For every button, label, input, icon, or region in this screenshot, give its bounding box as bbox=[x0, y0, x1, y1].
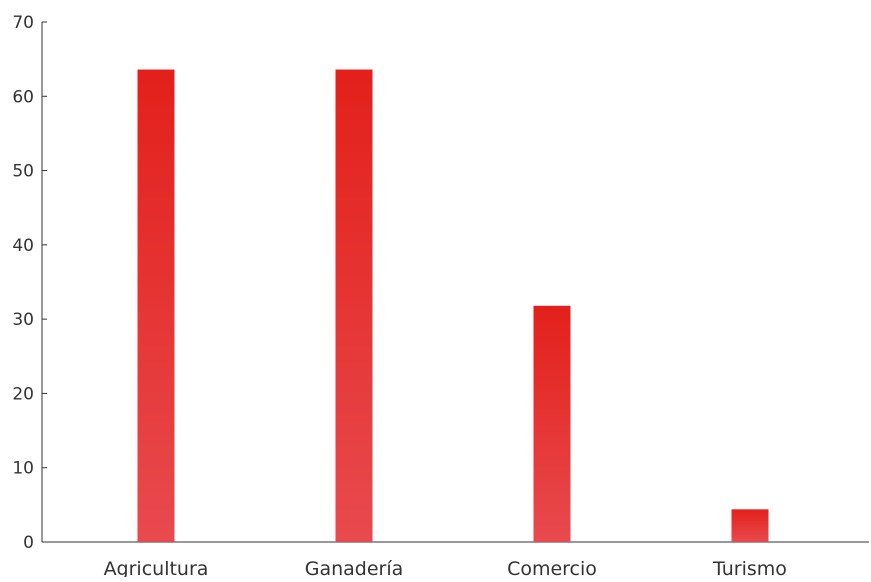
x-axis: Agricultura Ganadería Comercio Turismo bbox=[42, 541, 869, 580]
y-tick-label: 10 bbox=[12, 459, 34, 479]
y-tick-label: 50 bbox=[12, 162, 34, 182]
x-tick-label: Ganadería bbox=[305, 558, 404, 577]
y-axis: 0 10 20 30 40 50 60 70 bbox=[12, 13, 47, 553]
y-tick-label: 20 bbox=[12, 384, 34, 404]
y-tick-label: 30 bbox=[12, 310, 34, 330]
x-tick-label: Agricultura bbox=[104, 558, 209, 577]
bar-turismo bbox=[731, 509, 769, 542]
bar-ganadería bbox=[335, 69, 373, 543]
bars bbox=[137, 69, 769, 543]
y-tick-label: 70 bbox=[12, 13, 34, 33]
y-tick-label: 40 bbox=[12, 236, 34, 256]
x-tick-label: Comercio bbox=[507, 558, 597, 577]
y-tick-label: 60 bbox=[12, 87, 34, 107]
bar-comercio bbox=[533, 305, 571, 542]
x-tick-label: Turismo bbox=[712, 558, 787, 577]
bar-agricultura bbox=[137, 69, 175, 543]
y-tick-label: 0 bbox=[23, 533, 34, 553]
